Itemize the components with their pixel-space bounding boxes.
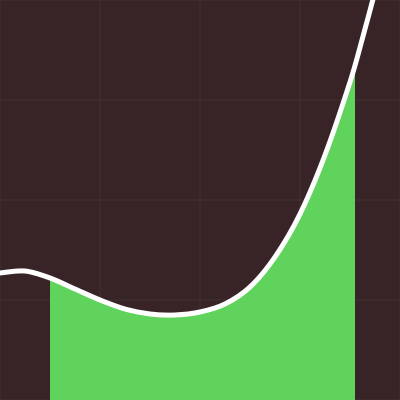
shaded-area [50, 65, 355, 400]
function-curve [0, 0, 376, 318]
